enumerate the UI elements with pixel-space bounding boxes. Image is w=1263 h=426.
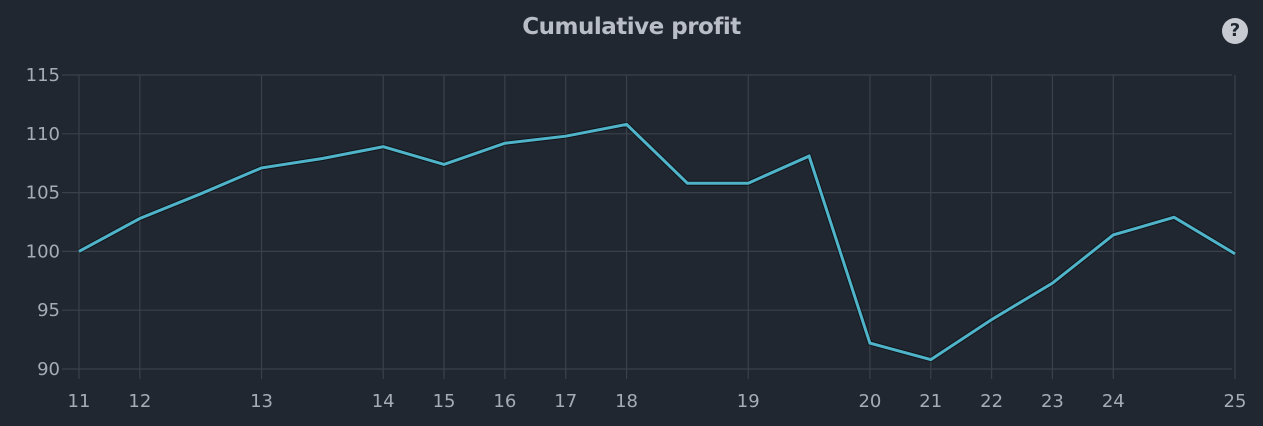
- x-tick-label: 12: [128, 391, 151, 412]
- x-tick-label: 20: [858, 391, 881, 412]
- question-circle-icon[interactable]: ?: [1222, 18, 1248, 44]
- chart-title: Cumulative profit: [522, 14, 741, 40]
- x-tick-label: 24: [1102, 391, 1125, 412]
- y-tick-label: 105: [26, 183, 60, 204]
- x-tick-label: 23: [1041, 391, 1064, 412]
- y-tick-label: 100: [26, 241, 60, 262]
- x-tick-label: 18: [615, 391, 638, 412]
- y-tick-label: 90: [37, 359, 60, 380]
- x-tick-label: 13: [250, 391, 273, 412]
- x-tick-label: 11: [68, 391, 91, 412]
- x-tick-label: 19: [737, 391, 760, 412]
- x-tick-label: 16: [493, 391, 516, 412]
- y-tick-label: 115: [26, 65, 60, 86]
- x-tick-label: 14: [372, 391, 395, 412]
- x-tick-label: 15: [433, 391, 456, 412]
- x-tick-label: 22: [980, 391, 1003, 412]
- y-tick-label: 110: [26, 124, 60, 145]
- x-tick-label: 25: [1224, 391, 1247, 412]
- series-line: [78, 122, 1236, 362]
- x-tick-label: 21: [919, 391, 942, 412]
- y-tick-label: 95: [37, 300, 60, 321]
- x-tick-label: 17: [554, 391, 577, 412]
